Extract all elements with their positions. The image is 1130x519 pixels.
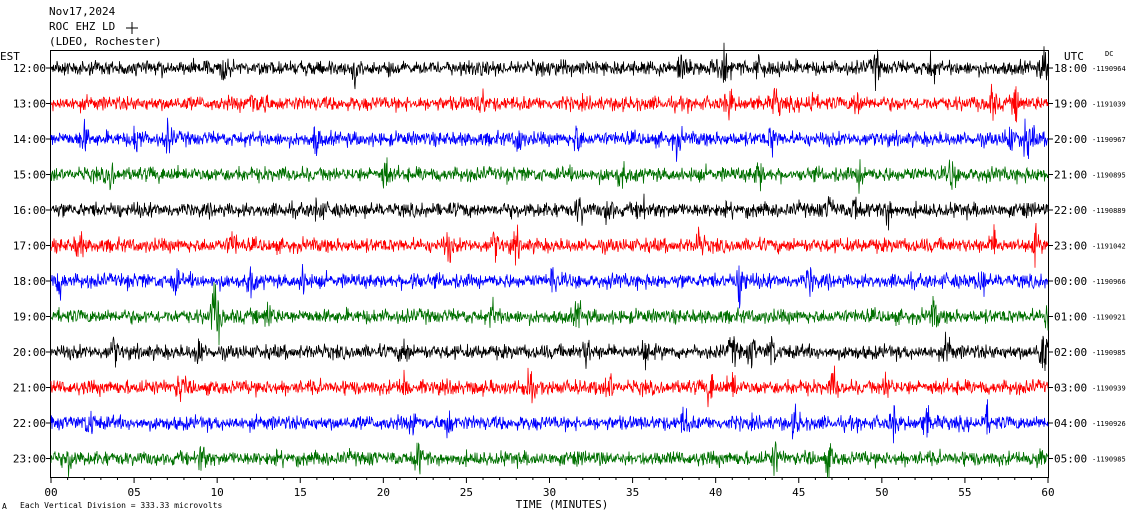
- right-axis-label: UTC: [1064, 50, 1084, 63]
- utc-label: 21:00: [1054, 169, 1087, 182]
- utc-label: 01:00: [1054, 311, 1087, 324]
- x-tick-label: 10: [211, 486, 224, 499]
- est-label: 19:00: [13, 311, 46, 324]
- x-tick-label: 00: [44, 486, 57, 499]
- dc-offset-label: -1190985: [1092, 456, 1126, 464]
- x-tick-label: 15: [294, 486, 307, 499]
- row-label-group: 12:00 18:00 -1190964 13:00 19:00 -1191039 14:0…: [13, 62, 1126, 466]
- utc-label: 20:00: [1054, 133, 1087, 146]
- scale-footer-text: Each Vertical Division = 333.33 microvol…: [20, 501, 222, 510]
- est-label: 18:00: [13, 275, 46, 288]
- trace-1600: [50, 193, 1049, 231]
- est-label: 23:00: [13, 453, 46, 466]
- network-label: (LDEO, Rochester): [49, 35, 162, 48]
- x-tick-label: 60: [1041, 486, 1054, 499]
- trace-1700: [50, 222, 1049, 268]
- dc-offset-label: -1190926: [1092, 420, 1126, 428]
- date-label: Nov17,2024: [49, 5, 116, 18]
- x-tick-label: 35: [626, 486, 639, 499]
- trace-2100: [50, 365, 1049, 408]
- dc-offset-label: -1191042: [1092, 243, 1126, 251]
- utc-label: 19:00: [1054, 98, 1087, 111]
- x-tick-label: 25: [460, 486, 473, 499]
- est-label: 16:00: [13, 204, 46, 217]
- x-tick-label: 45: [792, 486, 805, 499]
- x-tick-label: 05: [127, 486, 140, 499]
- station-marker-icon: [126, 22, 138, 34]
- corner-mark: A: [2, 502, 7, 511]
- est-label: 21:00: [13, 382, 46, 395]
- trace-1900: [50, 282, 1049, 346]
- x-tick-label: 30: [543, 486, 556, 499]
- utc-label: 22:00: [1054, 204, 1087, 217]
- dc-offset-label: -1190895: [1092, 172, 1126, 180]
- x-tick-label: 50: [875, 486, 888, 499]
- dc-offset-label: -1190964: [1092, 65, 1126, 73]
- left-axis-label: EST: [0, 50, 20, 63]
- trace-2200: [50, 399, 1049, 444]
- est-label: 12:00: [13, 62, 46, 75]
- est-label: 20:00: [13, 346, 46, 359]
- utc-label: 05:00: [1054, 453, 1087, 466]
- x-axis: 00 05 10 15 20 25 30 35 40 45 50 55 60: [44, 477, 1055, 499]
- trace-1300: [50, 83, 1049, 123]
- est-label: 14:00: [13, 133, 46, 146]
- est-label: 13:00: [13, 98, 46, 111]
- utc-label: 00:00: [1054, 275, 1087, 288]
- dc-offset-label: -1191039: [1092, 101, 1126, 109]
- dc-offset-label: -1190889: [1092, 207, 1126, 215]
- est-label: 22:00: [13, 417, 46, 430]
- trace-2000: [50, 331, 1049, 372]
- trace-1400: [50, 117, 1049, 162]
- trace-group: [50, 42, 1049, 479]
- dc-offset-label: -1190966: [1092, 278, 1126, 286]
- utc-label: 23:00: [1054, 240, 1087, 253]
- dc-offset-label: -1190985: [1092, 349, 1126, 357]
- utc-label: 18:00: [1054, 62, 1087, 75]
- dc-offset-label: -1190939: [1092, 385, 1126, 393]
- dc-label: DC: [1105, 50, 1113, 58]
- trace-1500: [50, 157, 1049, 194]
- x-axis-title: TIME (MINUTES): [516, 498, 609, 511]
- est-label: 15:00: [13, 169, 46, 182]
- trace-1800: [50, 263, 1049, 309]
- dc-offset-label: -1190921: [1092, 314, 1126, 322]
- dc-offset-label: -1190967: [1092, 136, 1126, 144]
- trace-2300: [50, 441, 1049, 479]
- x-tick-label: 55: [958, 486, 971, 499]
- utc-label: 04:00: [1054, 417, 1087, 430]
- utc-label: 02:00: [1054, 346, 1087, 359]
- utc-label: 03:00: [1054, 382, 1087, 395]
- x-tick-label: 40: [709, 486, 722, 499]
- trace-1200: [50, 42, 1049, 92]
- station-label: ROC EHZ LD: [49, 20, 115, 33]
- est-label: 17:00: [13, 240, 46, 253]
- x-tick-label: 20: [377, 486, 390, 499]
